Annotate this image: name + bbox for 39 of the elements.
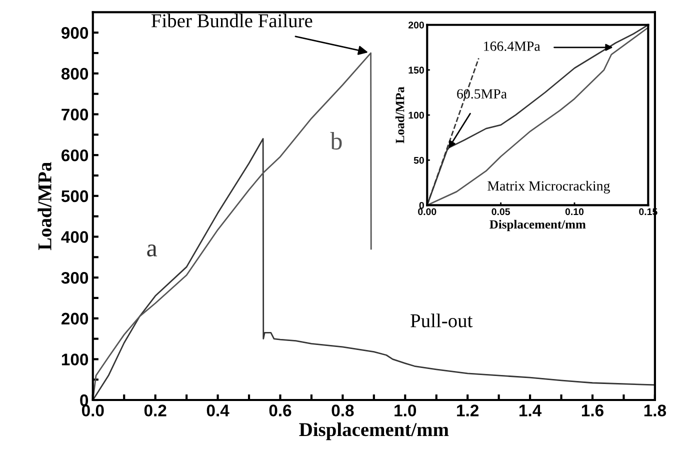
series-label: a xyxy=(147,244,158,257)
y-tick-label: 100 xyxy=(62,354,88,366)
x-axis-title: Displacement/mm xyxy=(490,220,586,232)
annotation: Pull-out xyxy=(410,314,473,328)
x-tick-label: 0.2 xyxy=(144,404,166,416)
annotation: 166.4MPa xyxy=(484,42,540,51)
annotation: Matrix Microcracking xyxy=(488,180,610,194)
x-axis-title: Displacement/mm xyxy=(299,422,449,440)
y-tick-label: 600 xyxy=(62,149,88,162)
y-axis-title: Load/MPa xyxy=(38,162,52,250)
y-tick-label: 200 xyxy=(408,22,424,28)
x-tick-label: 0.8 xyxy=(332,404,354,416)
x-tick-label: 1.4 xyxy=(520,404,542,416)
x-tick-label: 1.6 xyxy=(582,404,604,416)
y-tick-label: 700 xyxy=(62,108,88,120)
x-tick-label: 0.6 xyxy=(269,404,292,416)
y-tick-label: 500 xyxy=(61,190,88,202)
x-tick-label: 0.0 xyxy=(82,404,104,416)
y-tick-label: 50 xyxy=(414,156,424,164)
x-tick-label: 1.8 xyxy=(644,404,666,416)
x-tick-label: 0.4 xyxy=(206,404,230,416)
y-tick-label: 400 xyxy=(61,231,88,243)
series-label: b xyxy=(330,132,342,150)
annotation: 60.5MPa xyxy=(457,89,507,99)
x-tick-label: 1.2 xyxy=(457,404,479,416)
x-tick-label: 1.0 xyxy=(394,404,416,416)
y-tick-label: 100 xyxy=(408,112,424,119)
y-tick-label: 800 xyxy=(61,68,88,80)
x-tick-label: 0.00 xyxy=(418,208,436,216)
y-axis-title: Load/MPa xyxy=(395,86,404,144)
y-tick-label: 150 xyxy=(408,66,424,74)
y-tick-label: 900 xyxy=(61,27,88,39)
y-tick-label: 0 xyxy=(80,394,88,406)
x-tick-label: 0.10 xyxy=(565,208,584,216)
y-tick-label: 0 xyxy=(419,202,424,209)
annotation: Fiber Bundle Failure xyxy=(151,14,312,28)
y-tick-label: 300 xyxy=(61,272,88,284)
x-tick-label: 0.05 xyxy=(492,208,510,216)
y-tick-label: 200 xyxy=(61,312,88,325)
